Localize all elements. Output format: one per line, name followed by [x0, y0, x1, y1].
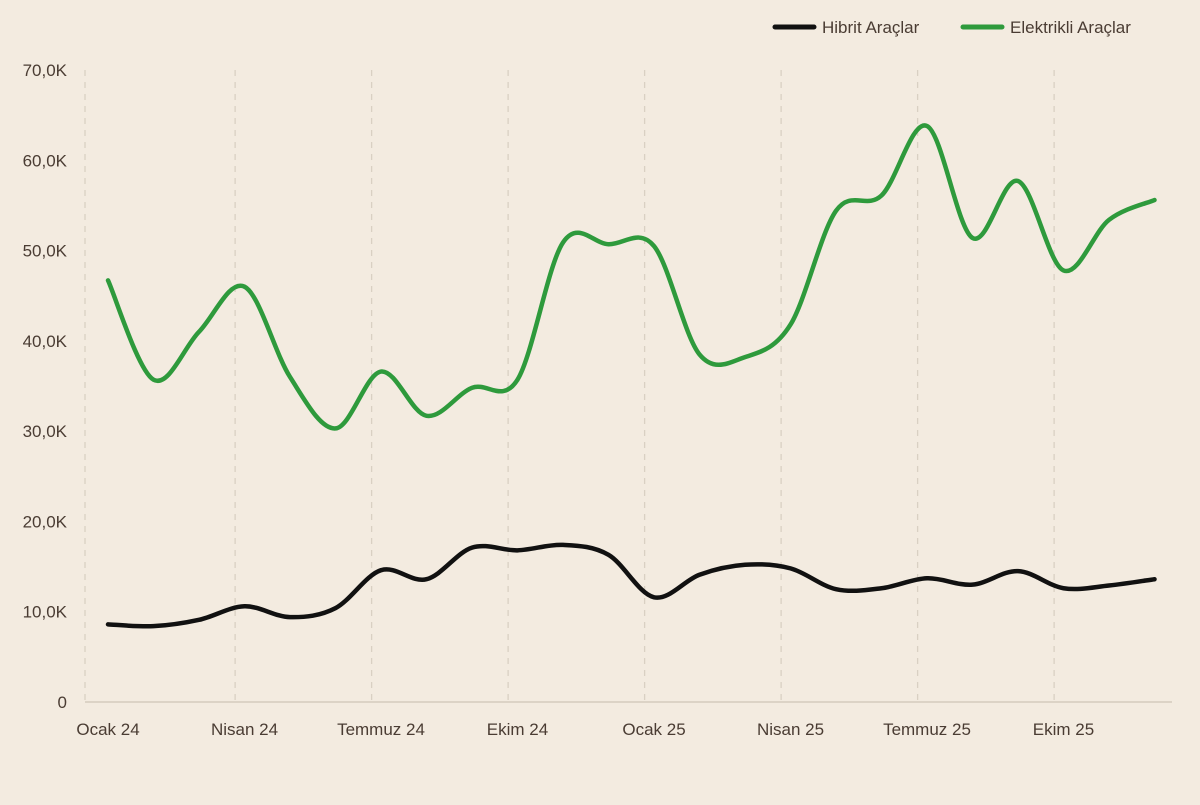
- y-tick-label: 40,0K: [23, 332, 68, 351]
- legend: Hibrit Araçlar Elektrikli Araçlar: [772, 18, 1131, 37]
- y-tick-label: 0: [58, 693, 67, 712]
- y-tick-label: 20,0K: [23, 512, 68, 531]
- x-tick-label: Nisan 24: [211, 720, 278, 739]
- gridlines: [84, 70, 1055, 702]
- y-tick-label: 70,0K: [23, 61, 68, 80]
- legend-label-elektrikli: Elektrikli Araçlar: [1010, 18, 1131, 37]
- series-layer: [105, 123, 1157, 629]
- y-axis-tick-labels: 0 10,0K 20,0K 30,0K 40,0K 50,0K 60,0K 70,0K: [23, 61, 68, 712]
- x-tick-label: Temmuz 24: [337, 720, 425, 739]
- y-tick-label: 60,0K: [23, 151, 68, 170]
- x-tick-label: Ocak 24: [76, 720, 139, 739]
- x-tick-label: Ekim 25: [1033, 720, 1094, 739]
- x-tick-label: Ocak 25: [622, 720, 685, 739]
- series-line-elektrikli: [105, 123, 1157, 431]
- y-tick-label: 50,0K: [23, 242, 68, 261]
- x-tick-label: Nisan 25: [757, 720, 824, 739]
- legend-label-hibrit: Hibrit Araçlar: [822, 18, 920, 37]
- series-line-hibrit: [105, 542, 1157, 629]
- x-tick-label: Temmuz 25: [883, 720, 971, 739]
- x-tick-label: Ekim 24: [487, 720, 548, 739]
- y-tick-label: 30,0K: [23, 422, 68, 441]
- y-tick-label: 10,0K: [23, 603, 68, 622]
- x-axis-tick-labels: Ocak 24 Nisan 24 Temmuz 24 Ekim 24 Ocak 25 Ni…: [76, 720, 1094, 739]
